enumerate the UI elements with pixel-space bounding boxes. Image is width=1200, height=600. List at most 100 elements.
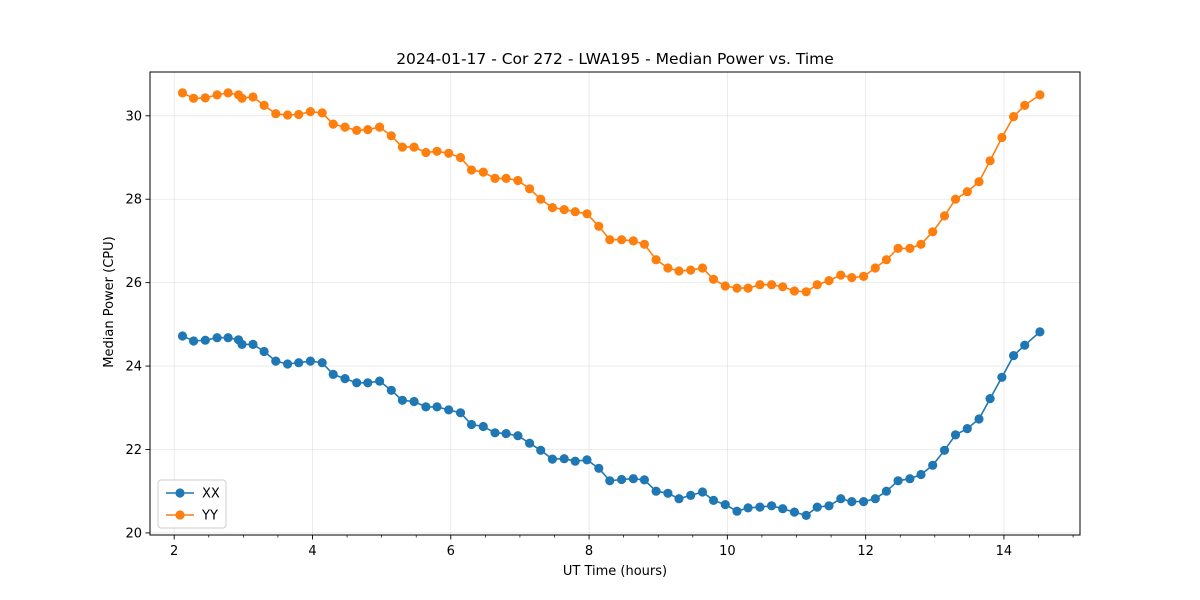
chart-title: 2024-01-17 - Cor 272 - LWA195 - Median P… <box>396 50 834 68</box>
data-point-xx <box>317 358 327 368</box>
data-point-yy <box>974 177 984 187</box>
data-point-xx <box>248 339 258 349</box>
data-point-yy <box>962 187 972 197</box>
data-point-yy <box>259 100 269 110</box>
data-point-yy <box>525 184 535 194</box>
data-point-xx <box>743 503 753 513</box>
data-point-xx <box>732 506 742 516</box>
data-point-yy <box>605 235 615 245</box>
data-point-yy <box>177 88 188 98</box>
data-point-yy <box>409 142 419 152</box>
series-yy <box>177 88 1045 297</box>
data-point-xx <box>928 460 938 470</box>
data-point-yy <box>478 167 488 177</box>
data-point-xx <box>697 487 708 497</box>
data-point-xx <box>200 335 210 345</box>
data-point-xx <box>501 429 511 439</box>
data-point-yy <box>812 280 822 290</box>
data-point-yy <box>305 107 315 117</box>
data-point-xx <box>847 497 857 507</box>
data-point-yy <box>617 235 627 245</box>
data-point-xx <box>617 474 627 485</box>
data-point-xx <box>536 445 546 455</box>
data-point-yy <box>466 165 477 175</box>
data-point-xx <box>824 501 834 511</box>
x-tick-label: 2 <box>170 544 178 559</box>
y-tick-label: 20 <box>125 526 142 541</box>
data-point-xx <box>259 346 269 357</box>
data-point-yy <box>189 93 199 103</box>
data-point-xx <box>223 333 233 343</box>
x-tick-label: 12 <box>857 544 874 559</box>
data-point-yy <box>212 90 222 100</box>
data-point-yy <box>674 266 684 276</box>
legend-label: XX <box>202 487 220 502</box>
data-point-xx <box>859 497 869 507</box>
data-point-xx <box>997 372 1007 382</box>
data-point-xx <box>305 356 315 366</box>
data-point-yy <box>1009 112 1019 122</box>
y-tick-label: 30 <box>125 109 142 124</box>
x-tick-label: 6 <box>447 544 455 559</box>
plot-frame <box>149 71 1081 536</box>
data-point-xx <box>478 421 488 432</box>
grid <box>150 72 1080 535</box>
data-point-yy <box>939 211 950 221</box>
data-point-xx <box>985 394 995 404</box>
data-point-xx <box>444 405 454 415</box>
data-point-xx <box>1035 327 1045 337</box>
data-point-xx <box>409 396 419 407</box>
data-point-yy <box>375 122 385 132</box>
data-point-yy <box>513 175 523 186</box>
data-point-xx <box>432 402 442 412</box>
data-point-xx <box>812 502 822 512</box>
data-point-yy <box>271 109 281 119</box>
data-point-yy <box>328 119 338 129</box>
data-point-yy <box>870 263 880 273</box>
data-point-yy <box>720 281 730 291</box>
data-point-xx <box>455 408 466 418</box>
data-point-xx <box>466 419 477 430</box>
data-point-yy <box>340 122 350 132</box>
data-point-yy <box>559 205 569 215</box>
legend-box <box>157 479 227 529</box>
data-point-xx <box>628 474 638 484</box>
x-tick-label: 10 <box>719 544 736 559</box>
data-point-yy <box>363 125 373 135</box>
data-point-yy <box>501 173 511 183</box>
data-point-xx <box>582 455 592 465</box>
data-point-xx <box>905 474 915 484</box>
data-point-xx <box>177 331 188 341</box>
data-point-xx <box>294 358 304 368</box>
data-point-yy <box>639 239 650 249</box>
data-point-xx <box>939 445 950 455</box>
data-point-xx <box>767 501 777 511</box>
data-point-xx <box>778 504 788 514</box>
data-point-xx <box>663 488 673 498</box>
legend-label: YY <box>201 509 218 524</box>
data-point-xx <box>237 339 247 349</box>
data-point-xx <box>962 424 972 434</box>
data-point-yy <box>743 283 753 293</box>
data-point-xx <box>916 469 926 480</box>
data-point-yy <box>950 194 961 204</box>
data-point-xx <box>801 510 811 520</box>
data-point-yy <box>294 109 304 120</box>
data-point-yy <box>893 243 903 253</box>
data-point-yy <box>686 265 696 275</box>
data-point-xx <box>686 490 696 500</box>
data-point-yy <box>905 243 915 253</box>
data-point-yy <box>801 287 811 297</box>
data-point-yy <box>536 194 546 204</box>
data-point-yy <box>628 236 638 246</box>
y-tick-label: 22 <box>125 443 142 458</box>
data-point-xx <box>789 507 800 517</box>
data-point-yy <box>755 280 765 290</box>
data-point-xx <box>397 395 407 405</box>
data-point-xx <box>386 385 396 395</box>
x-tick-label: 8 <box>585 544 593 559</box>
y-tick-label: 24 <box>125 360 142 375</box>
data-point-xx <box>212 333 222 343</box>
